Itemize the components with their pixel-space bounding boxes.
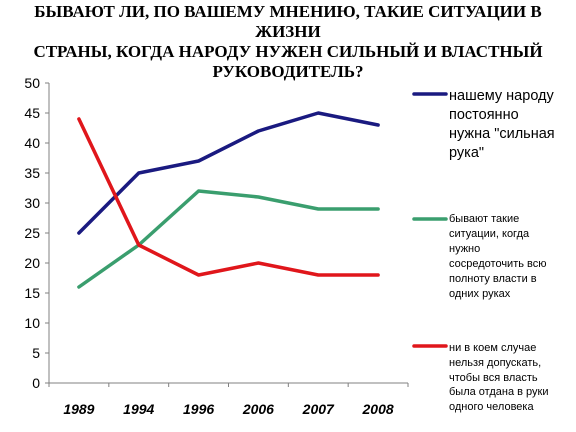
legend-2-line-2: ситуации, когда bbox=[449, 228, 530, 240]
x-tick-label: 1996 bbox=[183, 401, 214, 417]
x-tick-label: 2006 bbox=[242, 401, 274, 417]
legend-2-line-4: сосредоточить всю bbox=[449, 258, 547, 270]
y-tick-label: 50 bbox=[24, 75, 40, 91]
legend-label-series-2: бывают такие ситуации, когда нужно сосре… bbox=[449, 212, 574, 302]
x-tick-label: 2008 bbox=[362, 401, 394, 417]
legend-label-series-1: нашему народу постоянно нужна "сильная р… bbox=[449, 87, 574, 163]
y-tick-label: 40 bbox=[24, 135, 40, 151]
x-tick-label: 1989 bbox=[63, 401, 94, 417]
y-tick-label: 0 bbox=[32, 375, 40, 391]
chart-title: БЫВАЮТ ЛИ, ПО ВАШЕМУ МНЕНИЮ, ТАКИЕ СИТУА… bbox=[0, 2, 576, 82]
legend-2-line-1: бывают такие bbox=[449, 213, 520, 225]
y-tick-label: 30 bbox=[24, 195, 40, 211]
legend-label-series-3: ни в коем случае нельзя допускать, чтобы… bbox=[449, 341, 576, 415]
series-line-1 bbox=[77, 111, 380, 235]
y-tick-label: 35 bbox=[24, 165, 40, 181]
series-line-3 bbox=[77, 117, 380, 277]
legend-3-line-5: одного человека bbox=[449, 401, 534, 414]
legend-3-line-4: была отдана в руки bbox=[449, 386, 549, 399]
legend-2-line-5: полноту власти в bbox=[449, 273, 537, 285]
x-tick-label: 1994 bbox=[123, 401, 154, 417]
y-tick-label: 25 bbox=[24, 225, 40, 241]
legend-2-line-6: одних руках bbox=[449, 288, 511, 300]
y-tick-label: 10 bbox=[24, 315, 40, 331]
y-tick-label: 20 bbox=[24, 255, 40, 271]
legend-3-line-2: нельзя допускать, bbox=[449, 356, 542, 369]
series-line-2 bbox=[77, 189, 380, 289]
x-tick-label: 2007 bbox=[302, 401, 335, 417]
legend-3-line-3: чтобы вся власть bbox=[449, 371, 538, 384]
y-tick-label: 15 bbox=[24, 285, 40, 301]
legend-1-line-4: рука" bbox=[449, 145, 485, 161]
y-tick-label: 45 bbox=[24, 105, 40, 121]
y-tick-label: 5 bbox=[32, 345, 40, 361]
chart-title-line-2: СТРАНЫ, КОГДА НАРОДУ НУЖЕН СИЛЬНЫЙ И ВЛА… bbox=[33, 42, 543, 61]
legend-2-line-3: нужно bbox=[449, 243, 481, 255]
legend-1-line-3: нужна "сильная bbox=[449, 126, 555, 142]
chart-title-line-3: РУКОВОДИТЕЛЬ? bbox=[212, 62, 364, 81]
legend-1-line-1: нашему народу bbox=[449, 88, 554, 104]
legend-1-line-2: постоянно bbox=[449, 107, 519, 123]
chart-title-line-1: БЫВАЮТ ЛИ, ПО ВАШЕМУ МНЕНИЮ, ТАКИЕ СИТУА… bbox=[34, 2, 542, 41]
legend-3-line-1: ни в коем случае bbox=[449, 342, 537, 354]
